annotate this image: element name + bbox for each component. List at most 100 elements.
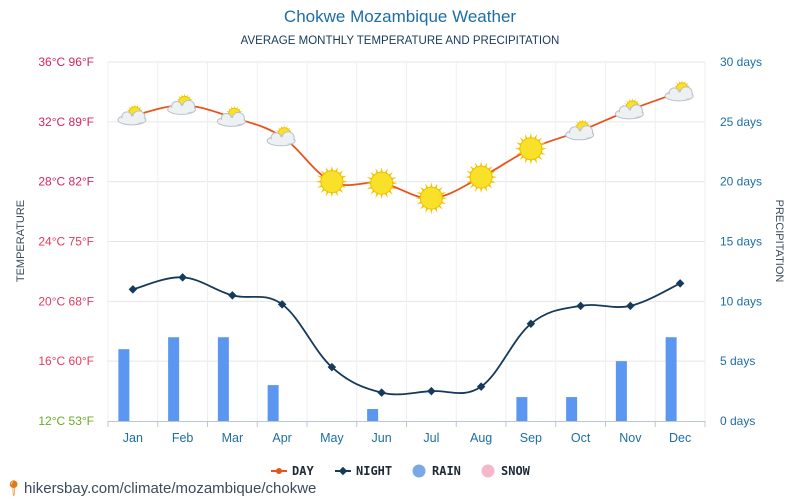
- sun-ray: [330, 192, 334, 198]
- y-axis-label-left: TEMPERATURE: [15, 200, 27, 282]
- sun-ray: [465, 175, 471, 179]
- sun-ray: [380, 167, 383, 173]
- rain-bar: [367, 409, 379, 421]
- sun-disc: [469, 165, 493, 189]
- grid-lines: [107, 61, 706, 421]
- sun-icon: [415, 182, 448, 215]
- sun-ray: [479, 187, 483, 194]
- night-point: [277, 300, 287, 309]
- y-tick-label-right: 25 days: [720, 115, 762, 129]
- cloud-fill: [618, 110, 643, 118]
- legend-item-rain[interactable]: RAIN: [412, 464, 461, 478]
- night-point: [228, 291, 237, 300]
- y-tick-label-left: 20°C 68°F: [38, 294, 94, 308]
- y-tick-label-left: 16°C 60°F: [38, 354, 94, 368]
- sun-disc: [519, 137, 543, 161]
- rain-bar: [267, 385, 279, 421]
- night-point: [327, 362, 337, 372]
- night-point: [128, 285, 138, 294]
- night-point: [178, 273, 187, 282]
- y-tick-label-right: 0 days: [720, 414, 755, 428]
- partly-cloudy-icon: [117, 104, 147, 126]
- sun-ray: [380, 193, 383, 200]
- x-tick-label: Apr: [272, 431, 291, 445]
- x-tick-label: Dec: [669, 431, 691, 445]
- x-tick-label: Nov: [619, 431, 642, 445]
- sun-ray: [514, 147, 521, 151]
- sun-ray: [391, 181, 398, 185]
- y-tick-label-left: 28°C 82°F: [38, 175, 94, 189]
- night-point: [476, 382, 486, 391]
- x-tick-label: Mar: [222, 431, 244, 445]
- x-tick-label: Sep: [520, 431, 542, 445]
- sun-ray: [430, 208, 433, 215]
- legend-item-snow[interactable]: SNOW: [481, 464, 531, 478]
- sun-ray: [479, 161, 483, 167]
- sun-icon: [465, 161, 498, 194]
- x-tick-label: Jun: [372, 431, 392, 445]
- rain-bar: [665, 337, 677, 421]
- legend-label-day: DAY: [292, 464, 314, 478]
- rain-bar: [168, 337, 180, 421]
- night-point: [626, 301, 635, 311]
- sun-ray: [430, 182, 433, 188]
- legend-label-night: NIGHT: [356, 464, 392, 478]
- source-link[interactable]: 📍︎hikersbay.com/climate/mozambique/chokw…: [4, 479, 316, 497]
- sun-icon: [514, 132, 547, 165]
- rain-bars: [118, 337, 677, 421]
- x-tick-label: May: [320, 431, 344, 445]
- legend-label-rain: RAIN: [432, 464, 461, 478]
- rain-bar: [217, 337, 229, 421]
- legend-item-day[interactable]: DAY: [271, 464, 314, 478]
- legend: DAY NIGHT RAIN SNOW: [271, 464, 531, 478]
- y-tick-label-right: 10 days: [720, 294, 762, 308]
- y-tick-label-left: 36°C 96°F: [38, 55, 94, 69]
- sun-disc: [370, 171, 394, 195]
- source-url: hikersbay.com/climate/mozambique/chokwe: [24, 480, 317, 497]
- y-axis-label-right: PRECIPITATION: [773, 200, 785, 283]
- sun-ray: [529, 132, 533, 139]
- sun-ray: [342, 180, 348, 183]
- sun-ray: [315, 180, 322, 183]
- sun-icon: [315, 165, 348, 198]
- chart-title: Chokwe Mozambique Weather: [283, 7, 517, 26]
- x-tick-label: Jul: [423, 431, 439, 445]
- legend-label-snow: SNOW: [501, 464, 531, 478]
- rain-bar: [516, 397, 528, 421]
- cloud-fill: [568, 131, 593, 139]
- legend-item-night[interactable]: NIGHT: [335, 464, 392, 478]
- y-tick-label-left: 12°C 53°F: [38, 414, 94, 428]
- y-tick-label-left: 24°C 75°F: [38, 235, 94, 249]
- x-tick-label: Aug: [470, 431, 492, 445]
- cloud-fill: [170, 105, 195, 113]
- cloud-fill: [120, 116, 145, 124]
- sun-ray: [529, 159, 533, 165]
- night-point: [675, 279, 685, 288]
- sun-ray: [365, 181, 372, 185]
- y-tick-label-right: 20 days: [720, 175, 762, 189]
- y-tick-label-right: 5 days: [720, 354, 755, 368]
- partly-cloudy-icon: [266, 125, 296, 147]
- rain-bar: [566, 397, 578, 421]
- sun-ray: [541, 147, 547, 151]
- sun-ray: [330, 165, 334, 172]
- cloud-fill: [220, 117, 245, 125]
- location-pin-icon: 📍︎: [4, 480, 24, 497]
- night-point: [427, 386, 436, 396]
- x-tick-label: Oct: [571, 431, 591, 445]
- partly-cloudy-icon: [614, 98, 644, 120]
- partly-cloudy-icon: [664, 80, 694, 102]
- cloud-fill: [270, 137, 295, 145]
- sun-icon: [365, 167, 398, 200]
- y-tick-label-right: 30 days: [720, 55, 762, 69]
- sun-disc: [320, 170, 344, 194]
- rain-bar: [118, 349, 130, 421]
- night-point: [526, 319, 536, 329]
- night-point: [377, 388, 386, 397]
- partly-cloudy-icon: [216, 105, 246, 127]
- cloud-fill: [668, 92, 693, 100]
- x-tick-label: Jan: [123, 431, 143, 445]
- y-tick-label-right: 15 days: [720, 235, 762, 249]
- x-tick-label: Feb: [172, 431, 194, 445]
- weather-icons: [117, 80, 694, 215]
